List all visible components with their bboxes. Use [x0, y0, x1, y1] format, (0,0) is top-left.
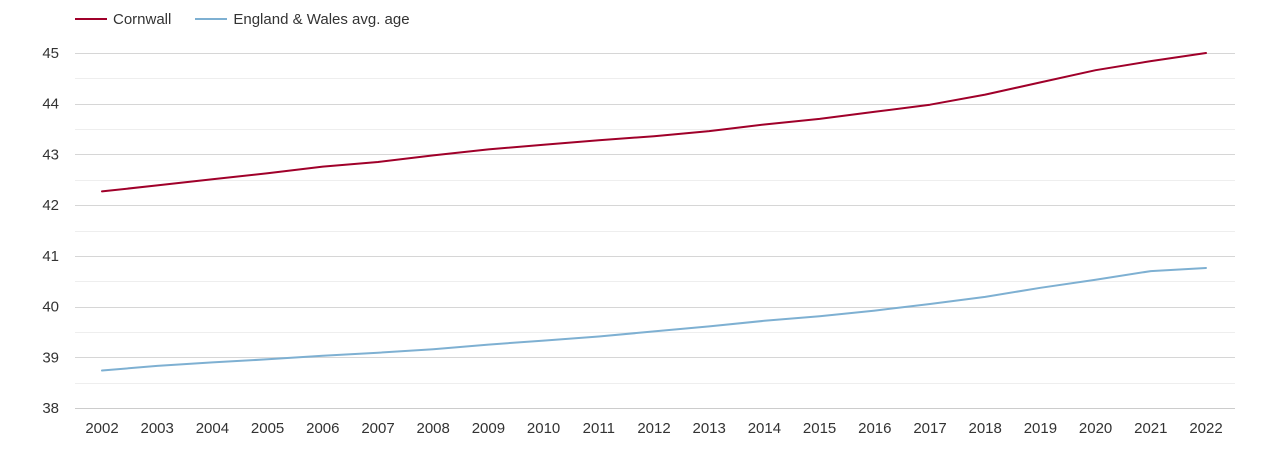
data-point-cornwall[interactable]	[926, 101, 934, 109]
x-tick-label: 2015	[803, 420, 836, 437]
legend-label-cornwall: Cornwall	[113, 10, 172, 28]
data-point-cornwall[interactable]	[981, 91, 989, 99]
data-point-england-wales-avg-age[interactable]	[153, 362, 161, 370]
x-tick-label: 2002	[85, 420, 118, 437]
y-axis: 38 39 40 41 42 43 44 45	[42, 45, 59, 417]
data-point-cornwall[interactable]	[484, 145, 492, 153]
data-point-england-wales-avg-age[interactable]	[98, 366, 106, 374]
legend: Cornwall England & Wales avg. age	[75, 9, 434, 29]
x-tick-label: 2005	[251, 420, 284, 437]
x-tick-label: 2006	[306, 420, 339, 437]
data-point-england-wales-avg-age[interactable]	[760, 317, 768, 325]
x-tick-label: 2004	[196, 420, 229, 437]
x-tick-label: 2022	[1189, 420, 1222, 437]
data-point-england-wales-avg-age[interactable]	[871, 307, 879, 315]
data-point-england-wales-avg-age[interactable]	[1036, 284, 1044, 292]
data-point-england-wales-avg-age[interactable]	[264, 355, 272, 363]
y-tick-label: 40	[42, 299, 59, 316]
y-tick-label: 41	[42, 248, 59, 265]
x-tick-label: 2013	[693, 420, 726, 437]
x-axis: 2002 2003 2004 2005 2006 2007 2008 2009 2010 2011…	[85, 420, 1222, 437]
data-point-england-wales-avg-age[interactable]	[650, 327, 658, 335]
data-point-england-wales-avg-age[interactable]	[374, 349, 382, 357]
data-point-england-wales-avg-age[interactable]	[1147, 267, 1155, 275]
legend-swatch-england-wales	[195, 18, 228, 20]
x-tick-label: 2010	[527, 420, 560, 437]
data-point-england-wales-avg-age[interactable]	[816, 312, 824, 320]
data-point-england-wales-avg-age[interactable]	[1092, 276, 1100, 284]
legend-item-cornwall[interactable]: Cornwall	[75, 11, 171, 28]
data-point-cornwall[interactable]	[816, 115, 824, 123]
data-point-cornwall[interactable]	[319, 163, 327, 171]
data-point-cornwall[interactable]	[595, 136, 603, 144]
y-tick-label: 43	[42, 146, 59, 163]
legend-item-england-wales[interactable]: England & Wales avg. age	[195, 10, 410, 28]
data-point-england-wales-avg-age[interactable]	[981, 293, 989, 301]
x-tick-label: 2011	[583, 420, 615, 437]
data-point-cornwall[interactable]	[540, 141, 548, 149]
x-tick-label: 2016	[858, 420, 891, 437]
x-tick-label: 2020	[1079, 420, 1112, 437]
data-point-england-wales-avg-age[interactable]	[705, 322, 713, 330]
data-point-england-wales-avg-age[interactable]	[595, 332, 603, 340]
data-point-cornwall[interactable]	[760, 121, 768, 129]
y-tick-label: 42	[42, 197, 59, 214]
x-tick-label: 2014	[748, 420, 781, 437]
x-tick-label: 2008	[417, 420, 450, 437]
x-tick-label: 2009	[472, 420, 505, 437]
data-point-cornwall[interactable]	[1036, 78, 1044, 86]
data-point-cornwall[interactable]	[374, 158, 382, 166]
data-point-cornwall[interactable]	[871, 108, 879, 116]
data-point-england-wales-avg-age[interactable]	[319, 352, 327, 360]
data-point-england-wales-avg-age[interactable]	[1202, 264, 1210, 272]
series-cornwall	[98, 49, 1210, 195]
series-england-wales-avg-age	[98, 264, 1210, 374]
legend-swatch-cornwall	[75, 18, 107, 20]
y-tick-label: 38	[42, 400, 59, 417]
x-tick-label: 2018	[969, 420, 1002, 437]
data-point-cornwall[interactable]	[705, 127, 713, 135]
x-tick-label: 2007	[361, 420, 394, 437]
data-point-england-wales-avg-age[interactable]	[429, 345, 437, 353]
x-tick-label: 2019	[1024, 420, 1057, 437]
data-point-cornwall[interactable]	[208, 175, 216, 183]
x-tick-label: 2017	[913, 420, 946, 437]
x-tick-label: 2021	[1134, 420, 1167, 437]
data-point-england-wales-avg-age[interactable]	[484, 341, 492, 349]
data-point-cornwall[interactable]	[98, 187, 106, 195]
data-point-england-wales-avg-age[interactable]	[540, 337, 548, 345]
data-point-cornwall[interactable]	[1147, 57, 1155, 65]
legend-label-england-wales: England & Wales avg. age	[233, 10, 410, 28]
series-line-england-wales-avg-age[interactable]	[101, 267, 1207, 372]
data-point-cornwall[interactable]	[1202, 49, 1210, 57]
data-point-cornwall[interactable]	[153, 181, 161, 189]
y-tick-label: 39	[42, 349, 59, 366]
y-tick-label: 44	[42, 96, 59, 113]
gridlines	[75, 53, 1235, 409]
data-point-england-wales-avg-age[interactable]	[926, 300, 934, 308]
y-tick-label: 45	[42, 45, 59, 62]
data-point-cornwall[interactable]	[1092, 66, 1100, 74]
series-line-cornwall[interactable]	[101, 52, 1207, 193]
data-point-cornwall[interactable]	[429, 151, 437, 159]
data-point-england-wales-avg-age[interactable]	[208, 358, 216, 366]
x-tick-label: 2012	[637, 420, 670, 437]
data-point-cornwall[interactable]	[264, 169, 272, 177]
data-point-cornwall[interactable]	[650, 132, 658, 140]
x-tick-label: 2003	[141, 420, 174, 437]
